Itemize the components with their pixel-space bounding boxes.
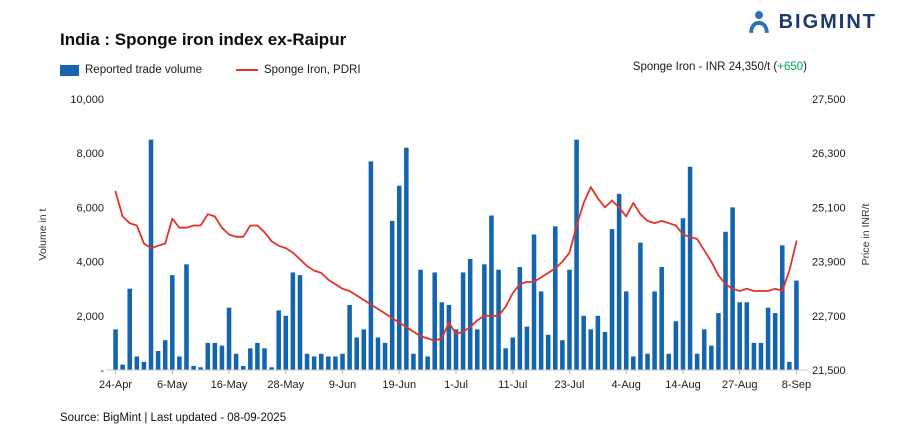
chart-area: 10,000 8,000 6,000 4,000 2,000 - 27,500 26,300 2…: [0, 85, 907, 405]
x-axis: 24-Apr 6-May 16-May 28-May 9-Jun 19-Jun 1-Jul 1…: [99, 369, 811, 391]
right-tick-label: 25,100: [812, 202, 846, 214]
price-callout-suffix: ): [803, 61, 807, 73]
right-tick-label: 23,900: [812, 257, 846, 269]
price-line: [114, 186, 798, 342]
brand-wordmark: BIGMINT: [778, 10, 877, 33]
price-change-value: +650: [777, 61, 804, 73]
left-tick-label: 4,000: [76, 257, 104, 269]
x-tick-label: 1-Jul: [444, 379, 468, 391]
x-tick-label: 14-Aug: [665, 379, 700, 391]
volume-bars: [113, 139, 799, 370]
legend: Reported trade volume Sponge Iron, PDRI: [60, 64, 385, 76]
right-axis-title: Price in INR/t: [860, 204, 872, 266]
left-tick-label: 6,000: [76, 202, 104, 214]
right-tick-label: 21,500: [812, 365, 846, 377]
right-tick-label: 26,300: [812, 148, 846, 160]
volume-legend-label: Reported trade volume: [85, 64, 202, 76]
current-price-callout: Sponge Iron - INR 24,350/t (+650): [633, 61, 807, 73]
x-tick-label: 9-Jun: [329, 379, 357, 391]
x-tick-label: 16-May: [211, 379, 248, 391]
x-tick-label: 19-Jun: [382, 379, 416, 391]
left-tick-label: 10,000: [70, 94, 104, 106]
left-tick-label: 8,000: [76, 148, 104, 160]
left-tick-label: -: [100, 365, 104, 377]
volume-swatch-icon: [60, 64, 79, 76]
price-legend-label: Sponge Iron, PDRI: [263, 64, 361, 76]
right-tick-label: 22,700: [812, 311, 846, 323]
x-tick-label: 8-Sep: [782, 379, 811, 391]
x-tick-label: 28-May: [267, 379, 304, 391]
x-tick-label: 23-Jul: [555, 379, 585, 391]
left-tick-label: 2,000: [76, 311, 104, 323]
legend-item-volume: Reported trade volume: [60, 64, 202, 76]
x-tick-label: 24-Apr: [99, 379, 132, 391]
bigmint-logo: BIGMINT: [746, 9, 877, 35]
source-note: Source: BigMint | Last updated - 08-09-2…: [60, 412, 287, 424]
bigmint-person-icon: [748, 11, 769, 33]
price-line-swatch-icon: [235, 69, 258, 71]
x-tick-label: 27-Aug: [722, 379, 757, 391]
combo-chart-svg: 10,000 8,000 6,000 4,000 2,000 - 27,500 26,300 2…: [37, 94, 872, 391]
y-axis-labels: 10,000 8,000 6,000 4,000 2,000 - 27,500 26,300 2…: [37, 94, 872, 377]
page-title: India : Sponge iron index ex-Raipur: [60, 30, 347, 49]
price-callout-prefix: Sponge Iron - INR 24,350/t (: [632, 61, 778, 73]
x-tick-label: 4-Aug: [612, 379, 641, 391]
left-axis-title: Volume in t: [37, 208, 49, 260]
right-tick-label: 27,500: [812, 94, 846, 106]
legend-item-price: Sponge Iron, PDRI: [235, 64, 361, 76]
x-tick-label: 11-Jul: [498, 379, 527, 391]
x-tick-label: 6-May: [157, 379, 188, 391]
